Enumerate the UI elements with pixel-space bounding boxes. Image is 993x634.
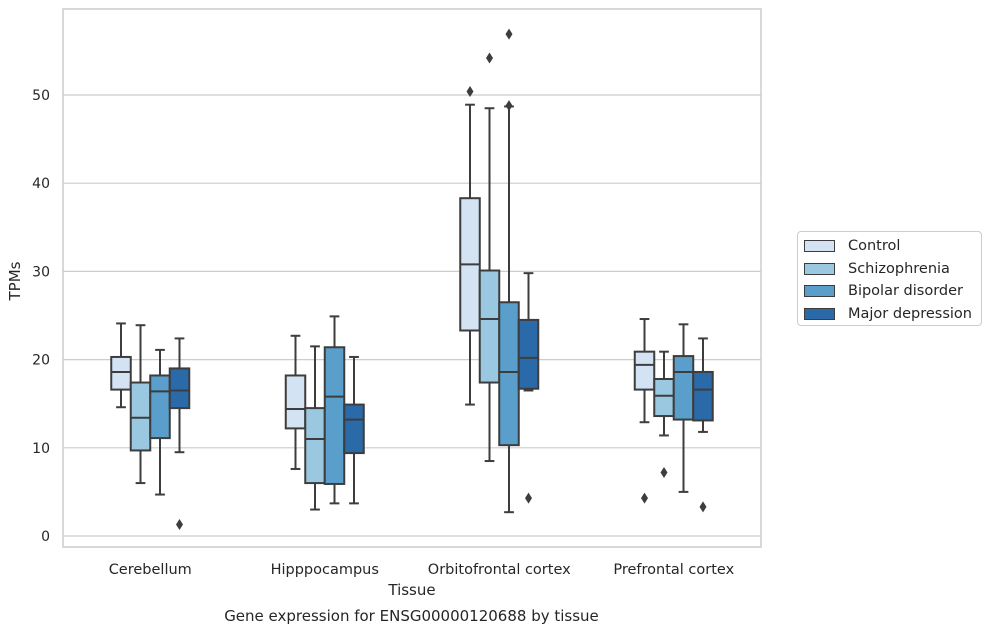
box-body <box>633 350 656 391</box>
legend-swatch <box>804 285 835 298</box>
box <box>149 348 171 496</box>
outlier-point <box>486 52 493 64</box>
x-axis-label: Tissue <box>387 581 435 599</box>
box <box>129 324 152 485</box>
box-body <box>692 370 714 422</box>
box-body <box>304 407 326 485</box>
x-tick-label: Cerebellum <box>109 562 192 578</box>
outlier-point <box>176 519 183 531</box>
legend-label: Major depression <box>848 305 972 322</box>
legend-item: Schizophrenia <box>804 258 981 281</box>
x-tick-label: Prefrontal cortex <box>613 562 734 578</box>
y-tick-label: 40 <box>32 176 50 192</box>
plot-frame <box>62 8 762 548</box>
box <box>672 323 695 493</box>
outlier-point <box>466 85 474 97</box>
grid-lines <box>63 94 761 537</box>
y-tick-label: 0 <box>41 529 50 545</box>
box <box>343 355 365 505</box>
y-tick-label: 10 <box>32 441 50 457</box>
legend-label: Control <box>848 238 901 255</box>
x-tick-label: Hipppocampus <box>271 562 379 578</box>
box-body <box>110 355 132 391</box>
y-axis-ticks: 0 10 20 30 40 50 <box>32 88 50 545</box>
legend-swatch <box>804 307 835 320</box>
legend-item: Bipolar disorder <box>804 280 981 303</box>
box <box>653 350 675 478</box>
outlier-point <box>699 501 707 513</box>
y-tick-label: 20 <box>32 353 50 369</box>
box-body <box>129 381 152 452</box>
box-body <box>478 269 501 384</box>
outlier-point <box>660 466 668 478</box>
box-body <box>498 301 520 447</box>
box-body <box>517 318 540 390</box>
outlier-point <box>505 28 513 40</box>
outlier-point <box>505 100 513 112</box>
legend-item: Control <box>804 235 981 258</box>
box-body <box>149 374 171 440</box>
box-body <box>672 355 695 421</box>
box <box>304 345 326 511</box>
box-body <box>168 367 191 410</box>
legend-label: Bipolar disorder <box>848 283 963 300</box>
box-body <box>284 374 307 430</box>
box <box>323 315 346 505</box>
box-groups <box>110 28 714 531</box>
box <box>498 28 520 514</box>
y-axis-label: TPMs <box>6 261 24 301</box>
x-axis-ticks: Cerebellum Hipppocampus Orbitofrontal cort… <box>109 562 735 578</box>
legend: Control Schizophrenia Bipolar disorder Majo… <box>797 231 982 326</box>
outlier-point <box>641 492 648 504</box>
y-tick-label: 50 <box>32 88 50 104</box>
outlier-point <box>525 492 532 504</box>
legend-label: Schizophrenia <box>848 260 950 277</box>
figure-caption: Gene expression for ENSG00000120688 by t… <box>224 607 599 625</box>
box <box>517 272 540 504</box>
legend-item: Major depression <box>804 303 981 326</box>
box <box>110 322 132 409</box>
box <box>459 85 481 406</box>
y-tick-label: 30 <box>32 264 50 280</box>
legend-swatch <box>804 240 835 253</box>
legend-swatch <box>804 262 835 275</box>
box <box>284 334 307 470</box>
box-body <box>323 346 346 485</box>
box-body <box>653 378 675 418</box>
box <box>478 52 501 463</box>
x-tick-label: Orbitofrontal cortex <box>428 562 571 578</box>
box <box>692 337 714 513</box>
box <box>633 318 656 504</box>
box <box>168 337 191 531</box>
box-body <box>343 403 365 455</box>
